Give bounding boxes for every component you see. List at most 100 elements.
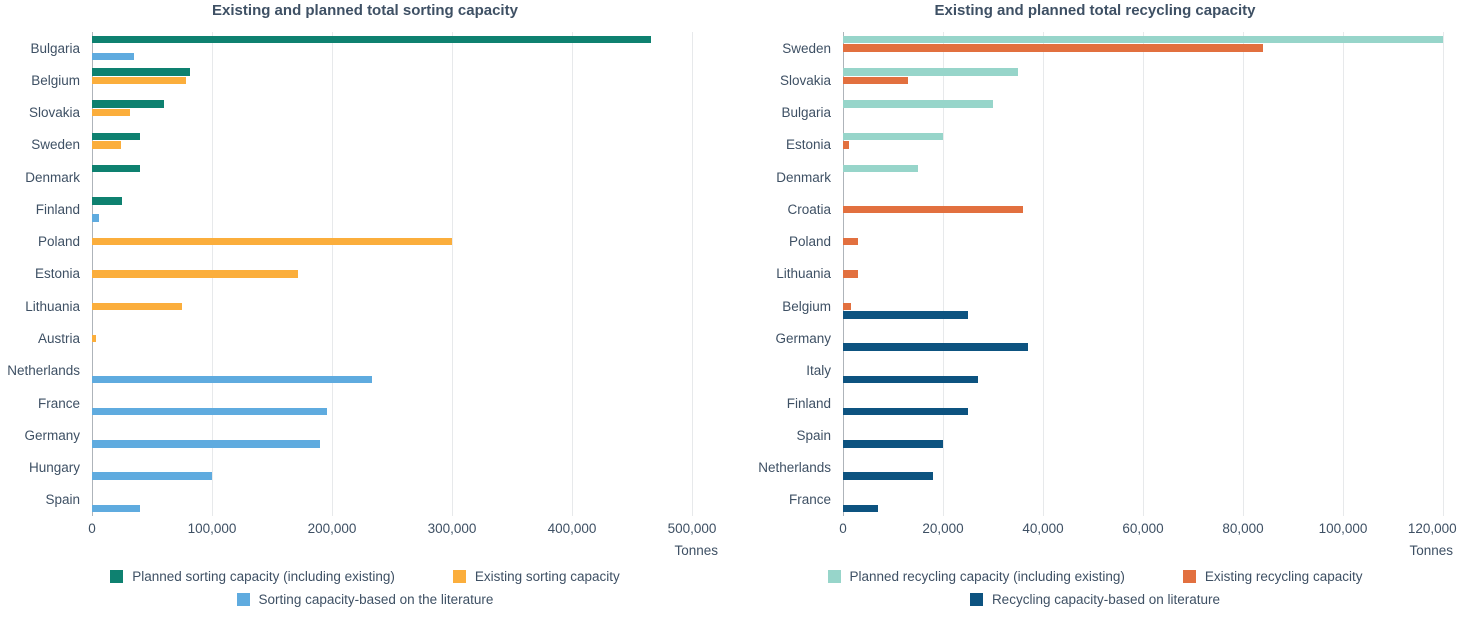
bar (843, 141, 849, 149)
legend-item: Existing recycling capacity (1182, 569, 1362, 584)
chart-title: Existing and planned total sorting capac… (212, 2, 518, 19)
bar-group (92, 294, 692, 319)
category-row: Germany (730, 322, 1460, 354)
x-tick-label: 300,000 (427, 521, 477, 536)
x-axis: 0 100,000 200,000 300,000 400,000 500,000 (88, 516, 716, 540)
x-axis: 0 20,000 40,000 60,000 80,000 100,000 120,000 (839, 516, 1456, 540)
x-tick-label: 40,000 (1022, 521, 1064, 536)
bar (92, 237, 452, 246)
bar (92, 76, 186, 85)
category-row: Germany (0, 419, 730, 451)
sorting-capacity-chart: Existing and planned total sorting capac… (0, 2, 730, 607)
legend-swatch (969, 593, 983, 606)
bar-rows: Bulgaria Belgium Slovakia Sweden Denmark Finl… (0, 32, 730, 516)
bar (92, 100, 164, 108)
category-label: Spain (45, 492, 80, 508)
bar-group (92, 229, 692, 254)
gridline (692, 32, 693, 516)
plot-area: Sweden Slovakia Bulgaria Estonia Denmark Croa… (730, 32, 1460, 516)
category-row: Slovakia (730, 64, 1460, 96)
bar-group (92, 359, 692, 384)
category-label: Finland (35, 201, 80, 217)
bar (843, 76, 908, 85)
legend-swatch (452, 570, 466, 583)
bar-group (843, 164, 1443, 190)
bar (92, 504, 140, 513)
bar-group (843, 68, 1443, 93)
gridline (332, 32, 333, 516)
bar-group (843, 35, 1443, 61)
category-row: Spain (730, 419, 1460, 451)
bar-group (843, 455, 1443, 480)
category-row: Estonia (0, 258, 730, 290)
x-tick-label: 80,000 (1222, 521, 1264, 536)
legend-swatch (827, 570, 841, 583)
bar (92, 132, 140, 141)
category-row: Belgium (0, 64, 730, 96)
legend: Planned sorting capacity (including exis… (0, 569, 730, 607)
legend-swatch (236, 593, 250, 606)
category-label: Sweden (782, 40, 831, 56)
bar (843, 407, 968, 416)
category-row: Poland (0, 226, 730, 258)
legend-item: Existing sorting capacity (452, 569, 620, 584)
category-label: Spain (796, 427, 831, 443)
bar-group (92, 488, 692, 513)
bar (92, 407, 328, 416)
category-label: Poland (37, 234, 80, 250)
bar (843, 375, 978, 384)
bar-group (843, 197, 1443, 222)
bar (843, 343, 1028, 351)
gridline (1443, 32, 1444, 516)
bar (843, 504, 878, 513)
category-row: Netherlands (730, 451, 1460, 483)
gridline (943, 32, 944, 516)
category-row: Sweden (730, 32, 1460, 64)
category-label: Slovakia (28, 105, 80, 121)
gridline (1143, 32, 1144, 516)
category-row: Austria (0, 322, 730, 354)
bar (92, 440, 320, 448)
bar-group (92, 262, 692, 287)
bar (92, 52, 134, 61)
category-row: Belgium (730, 290, 1460, 322)
bar-group (843, 326, 1443, 351)
bar (843, 44, 1263, 52)
category-label: Netherlands (7, 363, 80, 379)
category-row: Poland (730, 226, 1460, 258)
bar (92, 68, 191, 76)
legend: Planned recycling capacity (including ex… (730, 569, 1460, 607)
legend-label: Planned sorting capacity (including exis… (132, 569, 395, 584)
x-tick-label: 60,000 (1122, 521, 1164, 536)
bar-group (843, 262, 1443, 287)
bar-group (843, 294, 1443, 319)
axis-unit-label: Tonnes (674, 543, 718, 558)
legend-item: Planned recycling capacity (including ex… (827, 569, 1125, 584)
category-row: Estonia (730, 129, 1460, 161)
category-row: Lithuania (0, 290, 730, 322)
bar (843, 164, 918, 173)
bar-group (92, 164, 692, 190)
bar-rows: Sweden Slovakia Bulgaria Estonia Denmark Croa… (730, 32, 1460, 516)
bar (843, 302, 851, 310)
bar (843, 35, 1443, 44)
category-row: Finland (730, 387, 1460, 419)
category-row: France (730, 484, 1460, 516)
recycling-capacity-chart: Existing and planned total recycling cap… (730, 0, 1460, 627)
legend-item: Planned sorting capacity (including exis… (110, 569, 395, 584)
bar-group (92, 391, 692, 416)
legend-swatch (110, 570, 124, 583)
bar-group (92, 326, 692, 351)
legend-item: Recycling capacity-based on literature (969, 592, 1220, 607)
bar (92, 108, 131, 117)
bar (92, 35, 652, 44)
bar (92, 375, 372, 384)
x-tick-label: 100,000 (187, 521, 237, 536)
legend-label: Planned recycling capacity (including ex… (849, 569, 1125, 584)
bar-group (92, 35, 692, 61)
bar-group (92, 68, 692, 93)
category-row: Denmark (730, 161, 1460, 193)
category-label: Belgium (31, 72, 80, 88)
bar-group (843, 423, 1443, 448)
